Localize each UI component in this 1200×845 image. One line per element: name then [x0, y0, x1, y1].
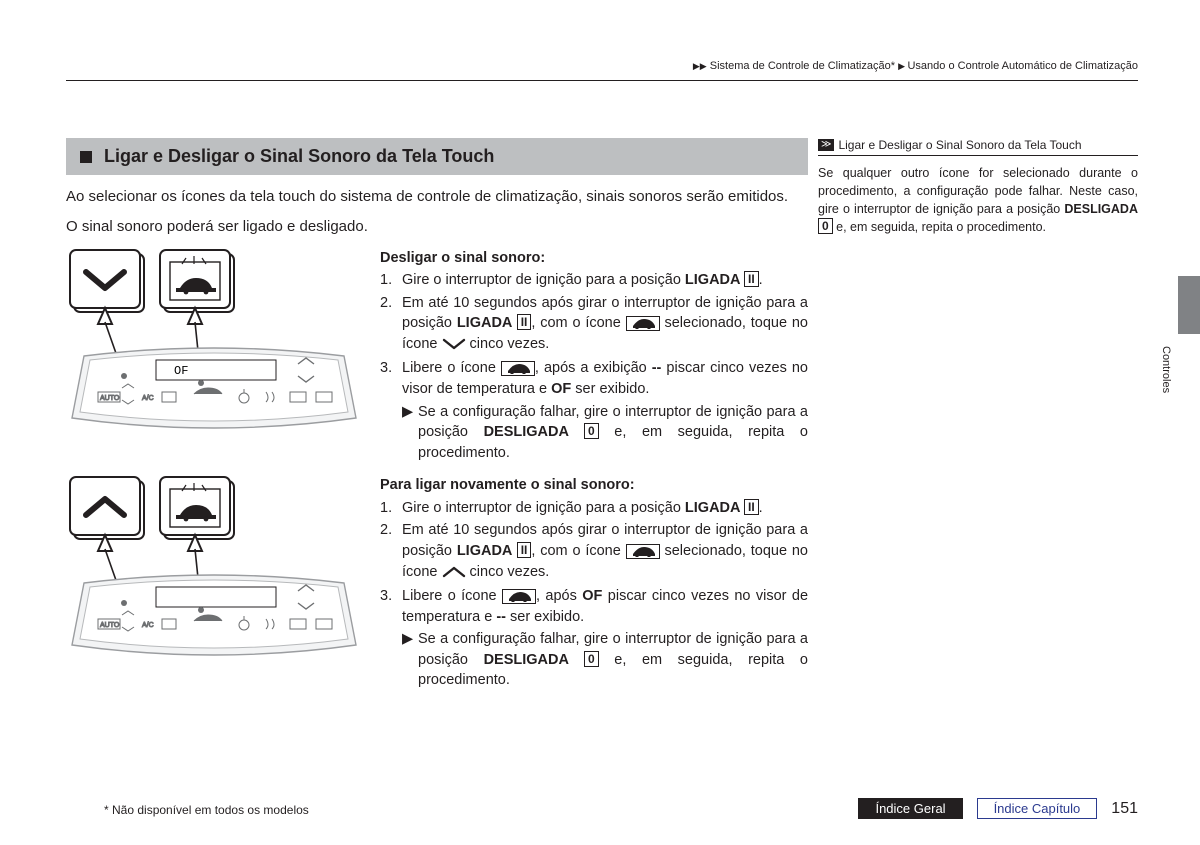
- ignition-0-icon: 0: [584, 651, 599, 667]
- svg-text:A/C: A/C: [142, 395, 154, 402]
- instructions-on: Para ligar novamente o sinal sonoro: 1. …: [380, 475, 808, 691]
- side-title: Ligar e Desligar o Sinal Sonoro da Tela …: [838, 138, 1081, 152]
- on-heading: Para ligar novamente o sinal sonoro:: [380, 475, 808, 496]
- intro-text-2: O sinal sonoro poderá ser ligado e desli…: [66, 217, 808, 237]
- intro-text-1: Ao selecionar os ícones da tela touch do…: [66, 187, 808, 207]
- block-off: OF AUTO A/C: [66, 248, 808, 464]
- off-heading: Desligar o sinal sonoro:: [380, 248, 808, 269]
- off-fallback: ▶ Se a configuração falhar, gire o inter…: [380, 402, 808, 464]
- car-mode-icon: [626, 316, 660, 331]
- chevron-up-icon: [442, 564, 466, 585]
- svg-text:AUTO: AUTO: [100, 395, 120, 402]
- svg-text:AUTO: AUTO: [100, 622, 120, 629]
- side-chip-icon: ≫: [818, 139, 834, 151]
- car-mode-icon: [501, 361, 535, 376]
- on-step-3: 3. Libere o ícone , após OF piscar cinco…: [380, 586, 808, 627]
- breadcrumb-arrow-icon: ▶▶: [693, 61, 707, 71]
- index-capitulo-button[interactable]: Índice Capítulo: [977, 798, 1098, 819]
- chevron-down-icon: [442, 336, 466, 357]
- page-number: 151: [1111, 800, 1138, 818]
- on-step-2: 2. Em até 10 segundos após girar o inter…: [380, 520, 808, 584]
- index-geral-button[interactable]: Índice Geral: [858, 798, 962, 819]
- instructions-off: Desligar o sinal sonoro: 1. Gire o inter…: [380, 248, 808, 464]
- illustration-on: AUTO A/C: [66, 475, 362, 691]
- thumb-tab: [1178, 276, 1200, 334]
- triangle-bullet-icon: ▶: [402, 402, 418, 464]
- breadcrumb-part1: Sistema de Controle de Climatização*: [710, 60, 895, 72]
- section-title: Ligar e Desligar o Sinal Sonoro da Tela …: [104, 146, 494, 167]
- ignition-II-icon: II: [517, 542, 532, 558]
- ignition-II-icon: II: [744, 271, 759, 287]
- footer-index: Índice Geral Índice Capítulo 151: [858, 798, 1138, 819]
- block-on: AUTO A/C Para ligar: [66, 475, 808, 691]
- side-body: Se qualquer outro ícone for selecionado …: [818, 164, 1138, 237]
- side-header: ≫ Ligar e Desligar o Sinal Sonoro da Tel…: [818, 138, 1138, 156]
- car-mode-icon: [502, 589, 536, 604]
- off-step-2: 2. Em até 10 segundos após girar o inter…: [380, 293, 808, 357]
- display-text: OF: [174, 364, 188, 378]
- breadcrumb: ▶▶ Sistema de Controle de Climatização* …: [693, 60, 1138, 72]
- ignition-0-icon: 0: [584, 423, 599, 439]
- off-step-3: 3. Libere o ícone , após a exibição -- p…: [380, 358, 808, 399]
- ignition-II-icon: II: [517, 314, 532, 330]
- on-step-1: 1. Gire o interruptor de ignição para a …: [380, 498, 808, 519]
- section-header: Ligar e Desligar o Sinal Sonoro da Tela …: [66, 138, 808, 175]
- header-rule: [66, 80, 1138, 81]
- breadcrumb-part2: Usando o Controle Automático de Climatiz…: [907, 60, 1138, 72]
- off-step-1: 1. Gire o interruptor de ignição para a …: [380, 270, 808, 291]
- side-section-label: Controles: [1160, 346, 1172, 393]
- car-mode-icon: [626, 544, 660, 559]
- ignition-0-icon: 0: [818, 218, 833, 234]
- square-bullet-icon: [80, 151, 92, 163]
- footnote: * Não disponível em todos os modelos: [104, 803, 309, 817]
- svg-text:A/C: A/C: [142, 622, 154, 629]
- illustration-off: OF AUTO A/C: [66, 248, 362, 464]
- side-column: ≫ Ligar e Desligar o Sinal Sonoro da Tel…: [818, 138, 1138, 237]
- ignition-II-icon: II: [744, 499, 759, 515]
- main-column: Ligar e Desligar o Sinal Sonoro da Tela …: [66, 138, 808, 703]
- on-fallback: ▶ Se a configuração falhar, gire o inter…: [380, 629, 808, 691]
- triangle-bullet-icon: ▶: [402, 629, 418, 691]
